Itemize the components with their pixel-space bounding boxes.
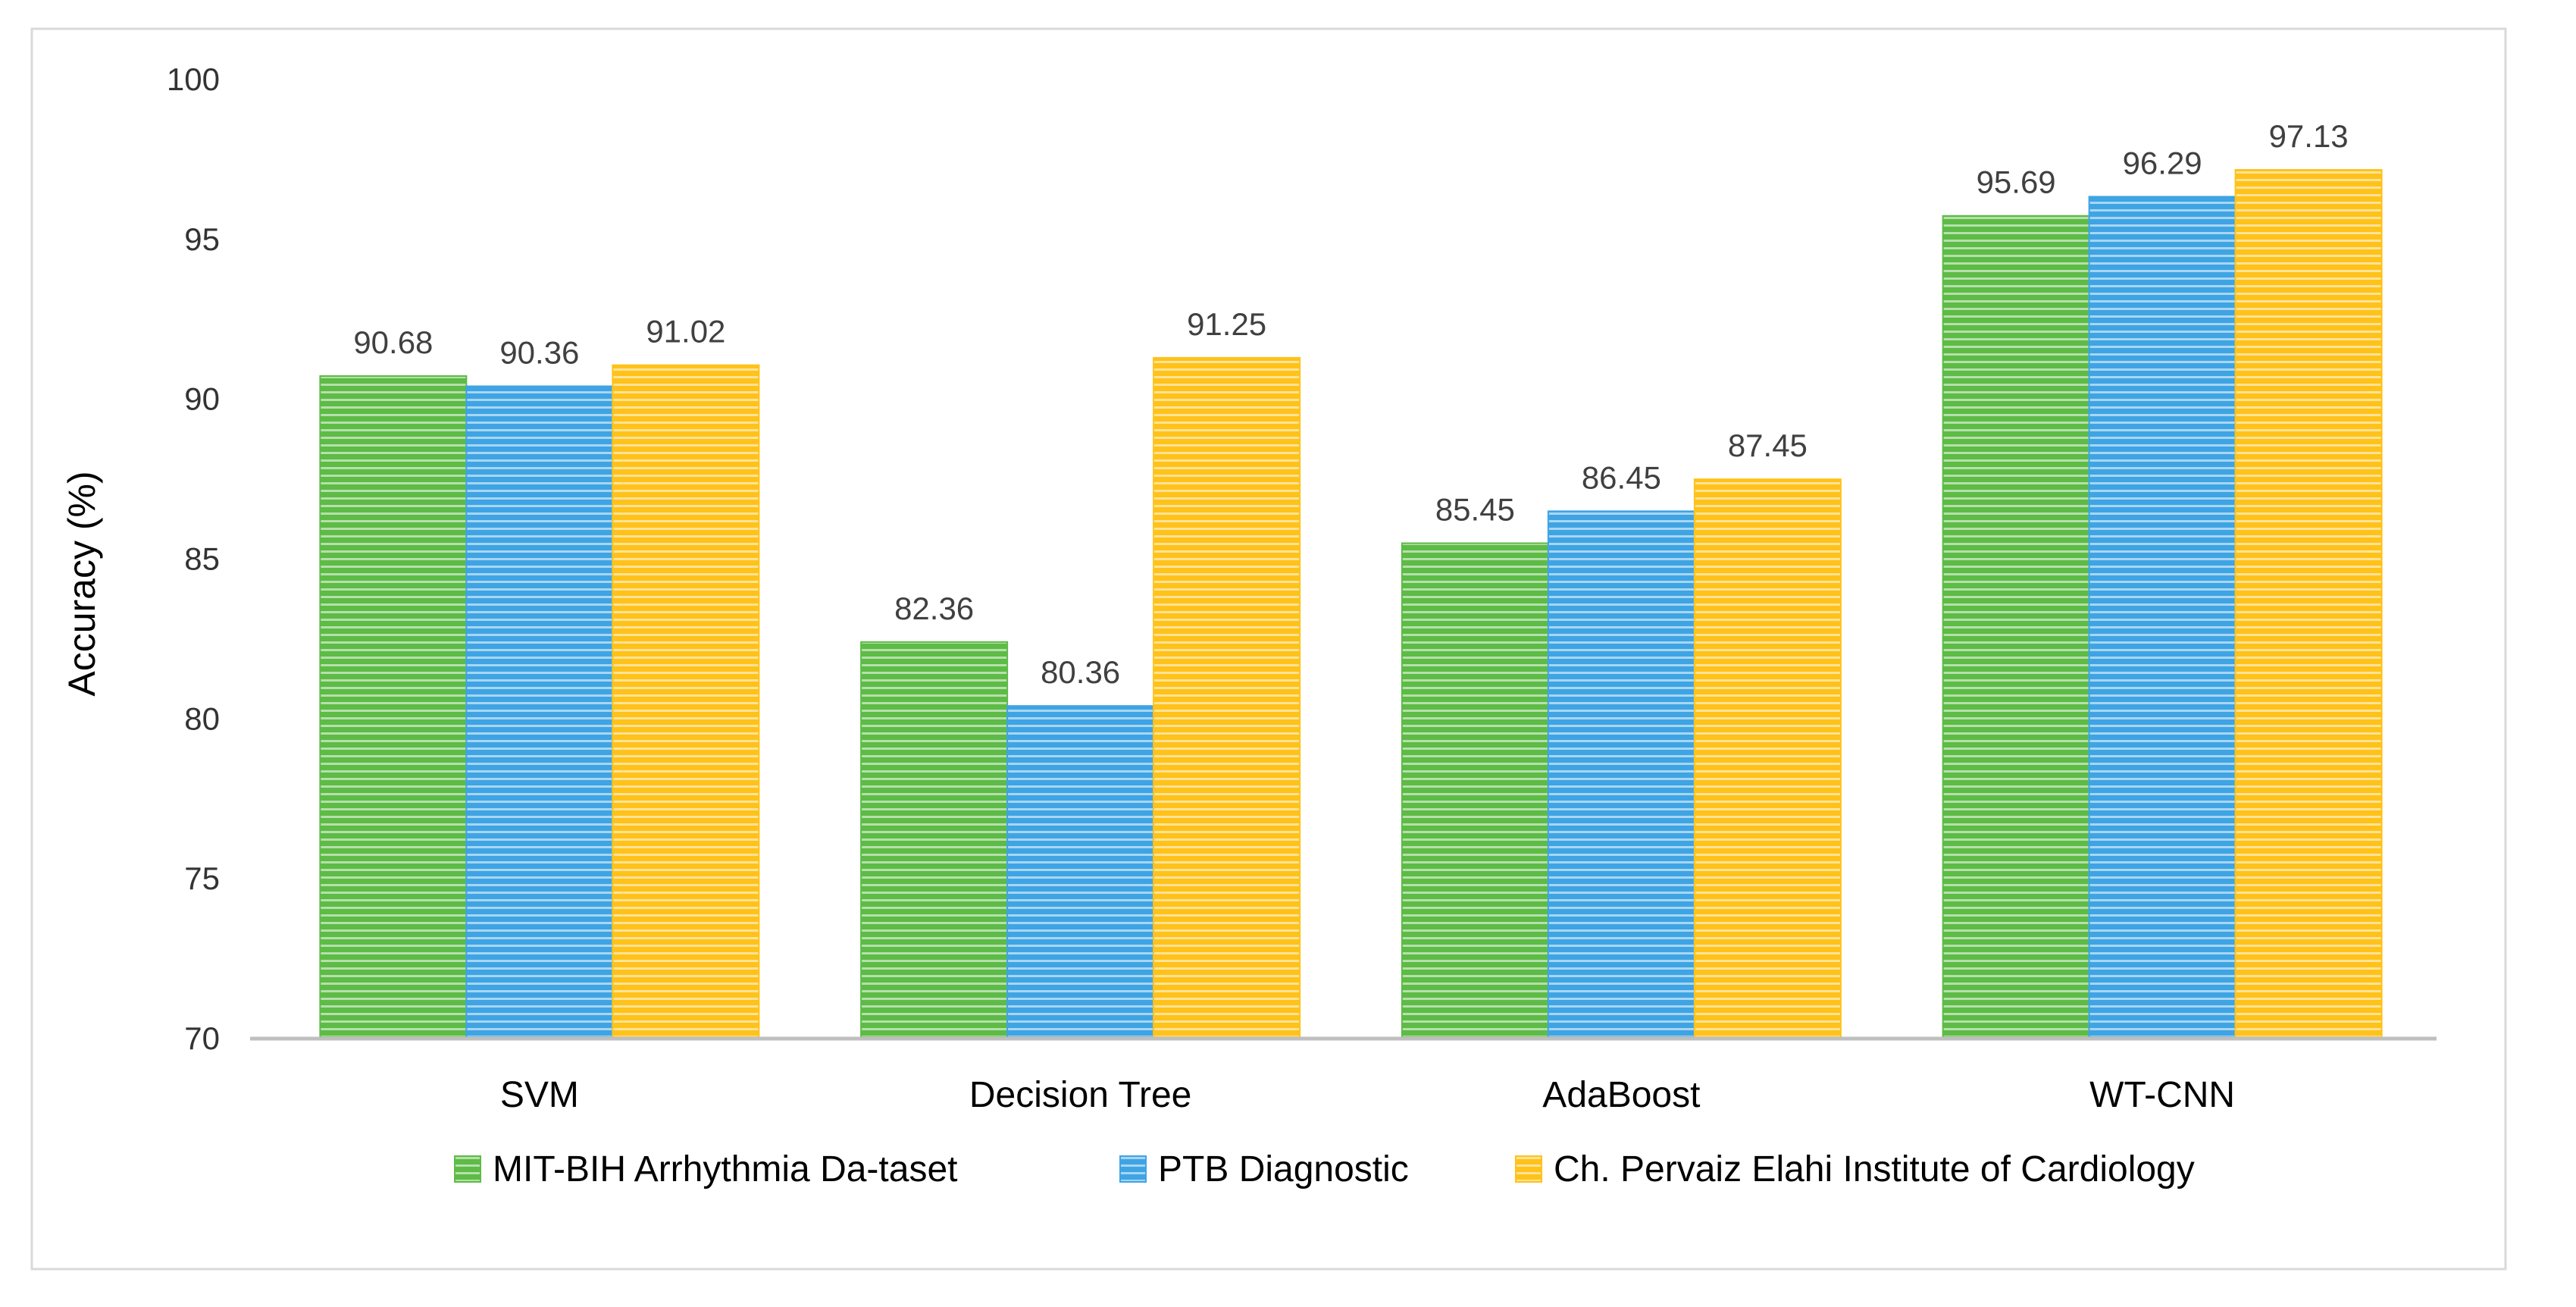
bar-adaboost-ch-pervaiz-elahi-institute-of-cardiology [1693,478,1842,1038]
y-tick-label: 80 [184,701,220,736]
bar-svm-ptb-diagnostic [465,385,614,1038]
value-labels-group: 90.68 90.36 91.02 82.36 80.36 91.25 85.45 86.45… [353,118,2348,690]
legend-label: PTB Diagnostic [1158,1149,1409,1189]
bar-adaboost-mit-bih-arrhythmia-da-taset [1401,542,1549,1038]
legend: MIT-BIH Arrhythmia Da-taset PTB Diagnosti… [454,1149,2195,1189]
data-label: 85.45 [1435,492,1515,528]
bars-group [319,169,2383,1039]
data-label: 90.68 [353,324,433,360]
data-label: 91.02 [646,314,725,349]
bar-svm-mit-bih-arrhythmia-da-taset [319,375,468,1038]
legend-swatch [454,1155,481,1183]
legend-swatch [1119,1155,1147,1183]
y-tick-label: 95 [184,221,220,257]
bar-wt-cnn-ch-pervaiz-elahi-institute-of-cardiology [2234,169,2383,1039]
data-label: 91.25 [1187,306,1266,342]
bar-decision-tree-ptb-diagnostic [1006,705,1155,1038]
y-tick-label: 90 [184,381,220,417]
data-label: 96.29 [2123,145,2202,180]
x-axis-ticks: SVM Decision Tree AdaBoost WT-CNN [500,1075,2235,1115]
y-tick-label: 70 [184,1020,220,1056]
bar-decision-tree-ch-pervaiz-elahi-institute-of-cardiology [1153,356,1301,1039]
data-label: 95.69 [1977,165,2056,200]
bar-decision-tree-mit-bih-arrhythmia-da-taset [860,641,1009,1038]
data-label: 80.36 [1041,654,1120,690]
x-tick-label: Decision Tree [969,1075,1191,1115]
legend-item-ptb-diagnostic: PTB Diagnostic [1119,1149,1409,1189]
bar-adaboost-ptb-diagnostic [1547,510,1695,1038]
bar-wt-cnn-mit-bih-arrhythmia-da-taset [1942,215,2090,1039]
legend-label: MIT-BIH Arrhythmia Da-taset [493,1149,957,1189]
data-label: 90.36 [499,334,579,370]
bar-wt-cnn-ptb-diagnostic [2088,196,2236,1038]
y-axis-label: Accuracy (%) [61,471,103,696]
data-label: 82.36 [894,591,974,626]
x-tick-label: SVM [500,1075,579,1115]
x-tick-label: WT-CNN [2089,1075,2235,1115]
y-tick-label: 100 [167,61,220,97]
y-axis-ticks: 70 75 80 85 90 95 100 [167,61,220,1056]
x-tick-label: AdaBoost [1542,1075,1700,1115]
y-tick-label: 85 [184,541,220,577]
data-label: 87.45 [1728,428,1808,463]
legend-label: Ch. Pervaiz Elahi Institute of Cardiolog… [1554,1149,2195,1189]
bar-svm-ch-pervaiz-elahi-institute-of-cardiology [612,364,760,1038]
data-label: 86.45 [1582,459,1661,495]
legend-swatch [1515,1155,1542,1183]
legend-item-mit-bih-arrhythmia-da-taset: MIT-BIH Arrhythmia Da-taset [454,1149,957,1189]
y-tick-label: 75 [184,860,220,896]
data-label: 97.13 [2269,118,2349,154]
legend-item-ch-pervaiz-elahi-institute-of-cardiology: Ch. Pervaiz Elahi Institute of Cardiolog… [1515,1149,2195,1189]
